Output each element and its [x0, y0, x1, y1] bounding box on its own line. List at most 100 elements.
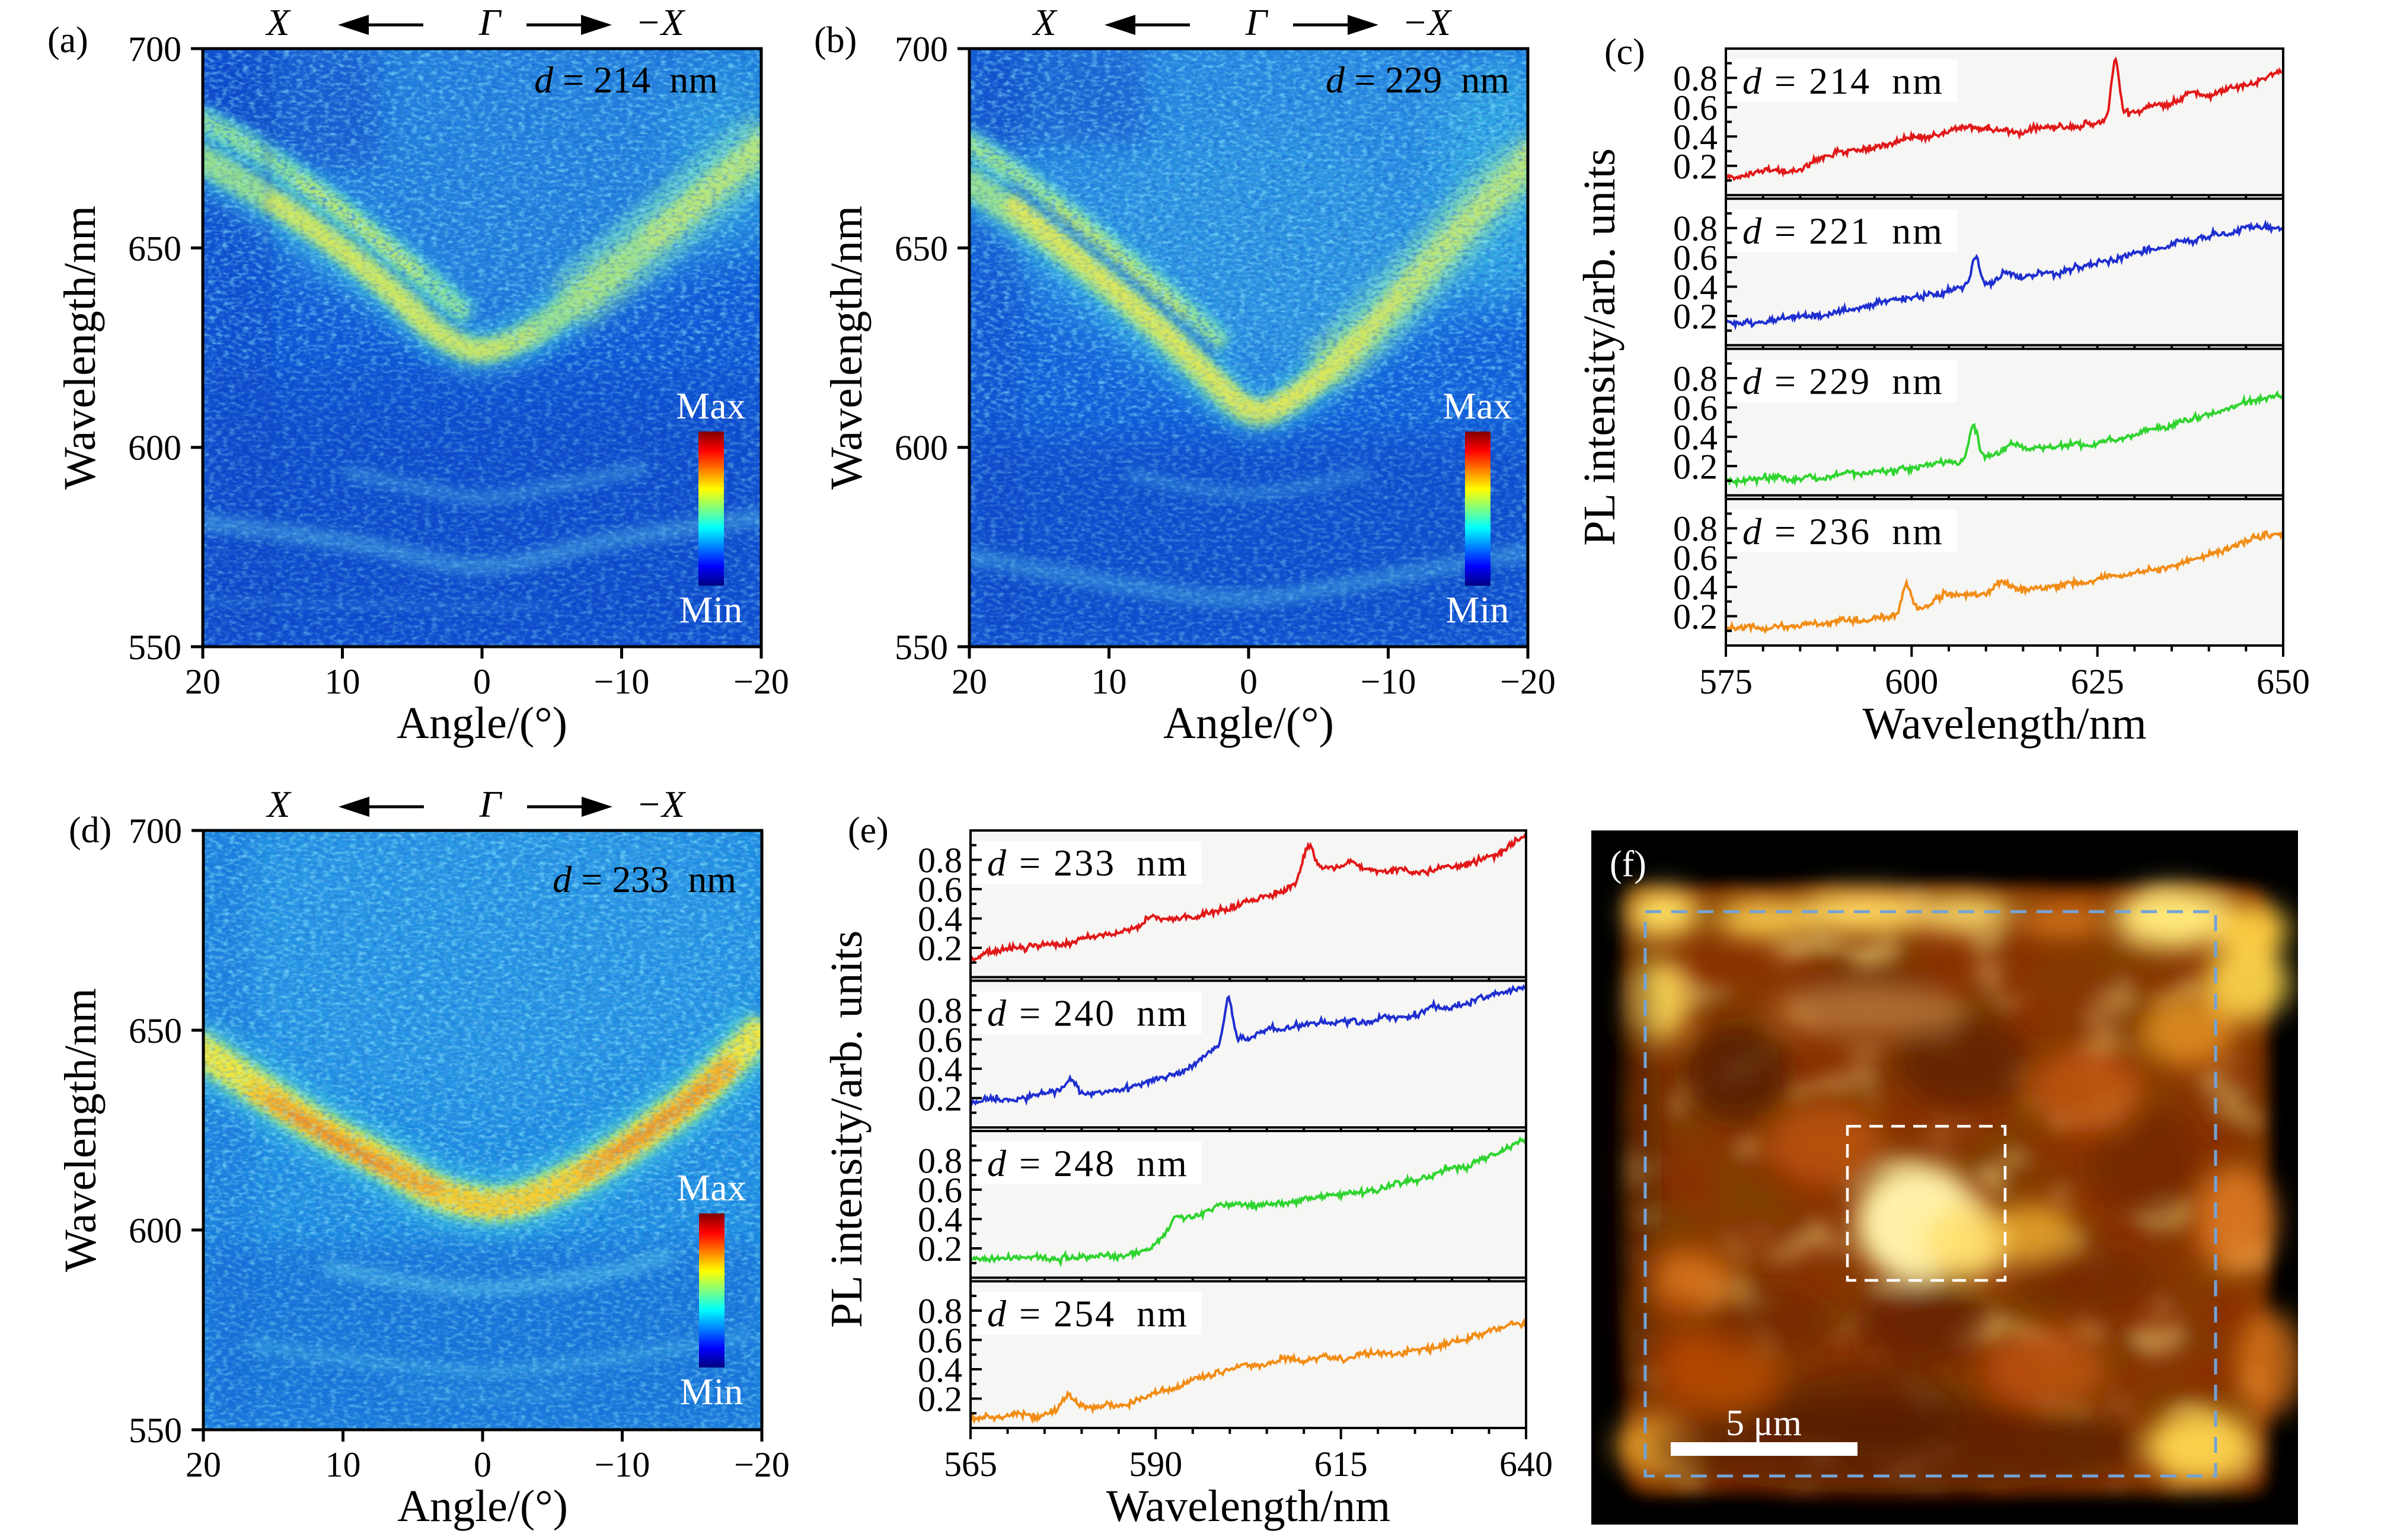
svg-text:0.2: 0.2 — [918, 929, 962, 968]
svg-text:0.2: 0.2 — [1673, 598, 1718, 637]
svg-text:0.2: 0.2 — [918, 1079, 962, 1119]
svg-text:d = 233 nm: d = 233 nm — [987, 842, 1189, 884]
svg-text:(b): (b) — [814, 20, 857, 60]
svg-text:d = 229 nm: d = 229 nm — [1326, 59, 1509, 101]
svg-text:0.8: 0.8 — [1673, 509, 1718, 548]
svg-text:625: 625 — [2071, 662, 2124, 701]
svg-text:565: 565 — [944, 1445, 997, 1484]
svg-text:Wavelength/nm: Wavelength/nm — [55, 206, 105, 490]
svg-text:20: 20 — [186, 1445, 221, 1484]
svg-text:−20: −20 — [734, 1445, 790, 1484]
svg-text:X: X — [264, 1, 291, 43]
svg-text:0.4: 0.4 — [918, 1050, 962, 1089]
svg-text:(e): (e) — [848, 810, 889, 851]
svg-text:550: 550 — [895, 628, 948, 667]
svg-text:0.8: 0.8 — [1673, 359, 1718, 398]
svg-text:−10: −10 — [594, 662, 650, 701]
svg-text:0.6: 0.6 — [918, 1171, 962, 1210]
svg-text:Min: Min — [680, 1370, 743, 1413]
svg-text:0.4: 0.4 — [1673, 268, 1718, 307]
svg-text:Angle/(°): Angle/(°) — [1163, 698, 1334, 748]
svg-text:700: 700 — [895, 30, 948, 69]
svg-text:d = 248 nm: d = 248 nm — [987, 1142, 1189, 1184]
svg-text:0.4: 0.4 — [1673, 418, 1718, 457]
svg-text:0.6: 0.6 — [1673, 539, 1718, 578]
svg-text:PL intensity/arb. units: PL intensity/arb. units — [822, 931, 872, 1328]
svg-text:0.2: 0.2 — [918, 1229, 962, 1269]
svg-text:0: 0 — [1240, 662, 1257, 701]
svg-text:0.6: 0.6 — [1673, 238, 1718, 277]
svg-text:575: 575 — [1699, 662, 1753, 701]
svg-text:d = 214 nm: d = 214 nm — [1742, 60, 1944, 102]
svg-text:d = 233 nm: d = 233 nm — [553, 858, 736, 900]
svg-text:550: 550 — [128, 628, 181, 667]
svg-text:700: 700 — [129, 811, 182, 851]
svg-text:0.2: 0.2 — [918, 1380, 962, 1419]
svg-text:650: 650 — [128, 229, 181, 268]
svg-text:Min: Min — [1446, 589, 1509, 631]
svg-text:Max: Max — [676, 1167, 746, 1209]
svg-text:(d): (d) — [69, 810, 111, 851]
svg-text:Angle/(°): Angle/(°) — [397, 698, 567, 748]
svg-text:0.6: 0.6 — [1673, 388, 1718, 427]
svg-text:0.4: 0.4 — [1673, 117, 1718, 156]
svg-text:−10: −10 — [595, 1445, 650, 1484]
svg-text:d = 254 nm: d = 254 nm — [987, 1293, 1189, 1335]
svg-text:Wavelength/nm: Wavelength/nm — [1862, 699, 2146, 749]
svg-text:0.8: 0.8 — [1673, 209, 1718, 248]
svg-text:0: 0 — [474, 1445, 491, 1484]
svg-text:10: 10 — [325, 1445, 361, 1484]
svg-text:0.8: 0.8 — [1673, 59, 1718, 98]
svg-text:d = 221 nm: d = 221 nm — [1742, 210, 1944, 252]
svg-text:0.4: 0.4 — [918, 1200, 962, 1239]
svg-text:20: 20 — [185, 662, 221, 701]
svg-text:0.6: 0.6 — [1673, 88, 1718, 127]
svg-text:PL intensity/arb. units: PL intensity/arb. units — [1575, 148, 1624, 546]
svg-text:0.6: 0.6 — [918, 1321, 962, 1360]
svg-text:Γ: Γ — [1245, 1, 1269, 43]
svg-text:0.8: 0.8 — [918, 1292, 962, 1331]
svg-text:650: 650 — [2256, 662, 2310, 701]
svg-text:0.2: 0.2 — [1673, 297, 1718, 336]
svg-text:Wavelength/nm: Wavelength/nm — [56, 988, 106, 1272]
svg-text:0.4: 0.4 — [1673, 568, 1718, 607]
svg-text:600: 600 — [128, 429, 181, 468]
svg-text:600: 600 — [1885, 662, 1938, 701]
svg-text:20: 20 — [952, 662, 987, 701]
svg-text:0.8: 0.8 — [918, 1142, 962, 1181]
svg-text:700: 700 — [128, 30, 181, 69]
svg-text:0.6: 0.6 — [918, 1021, 962, 1060]
svg-text:0.2: 0.2 — [1673, 147, 1718, 186]
svg-text:10: 10 — [325, 662, 360, 701]
svg-text:600: 600 — [129, 1211, 182, 1250]
svg-text:Max: Max — [676, 385, 745, 427]
svg-text:(a): (a) — [47, 20, 88, 60]
svg-text:(f): (f) — [1610, 844, 1646, 884]
svg-text:X: X — [265, 783, 292, 825]
svg-text:615: 615 — [1314, 1445, 1368, 1484]
svg-text:Angle/(°): Angle/(°) — [397, 1481, 568, 1531]
svg-text:600: 600 — [895, 429, 948, 468]
svg-text:590: 590 — [1129, 1445, 1182, 1484]
svg-text:−20: −20 — [1500, 662, 1556, 701]
svg-text:0.6: 0.6 — [918, 870, 962, 909]
svg-text:d = 229 nm: d = 229 nm — [1742, 360, 1944, 402]
svg-text:650: 650 — [895, 229, 948, 268]
svg-text:0: 0 — [473, 662, 491, 701]
svg-text:Wavelength/nm: Wavelength/nm — [1106, 1481, 1390, 1531]
svg-text:0.8: 0.8 — [918, 991, 962, 1030]
svg-text:650: 650 — [129, 1011, 182, 1050]
svg-text:(c): (c) — [1604, 32, 1645, 72]
svg-text:−X: −X — [636, 1, 686, 43]
svg-text:Max: Max — [1442, 385, 1512, 427]
svg-text:10: 10 — [1091, 662, 1127, 701]
svg-text:Wavelength/nm: Wavelength/nm — [822, 206, 872, 490]
svg-text:0.2: 0.2 — [1673, 447, 1718, 486]
svg-text:Γ: Γ — [478, 1, 502, 43]
svg-text:−20: −20 — [733, 662, 789, 701]
svg-text:0.8: 0.8 — [918, 841, 962, 880]
svg-text:d = 236 nm: d = 236 nm — [1742, 510, 1944, 552]
svg-text:640: 640 — [1499, 1445, 1553, 1484]
svg-text:0.4: 0.4 — [918, 1350, 962, 1389]
svg-text:5 μm: 5 μm — [1726, 1403, 1802, 1443]
